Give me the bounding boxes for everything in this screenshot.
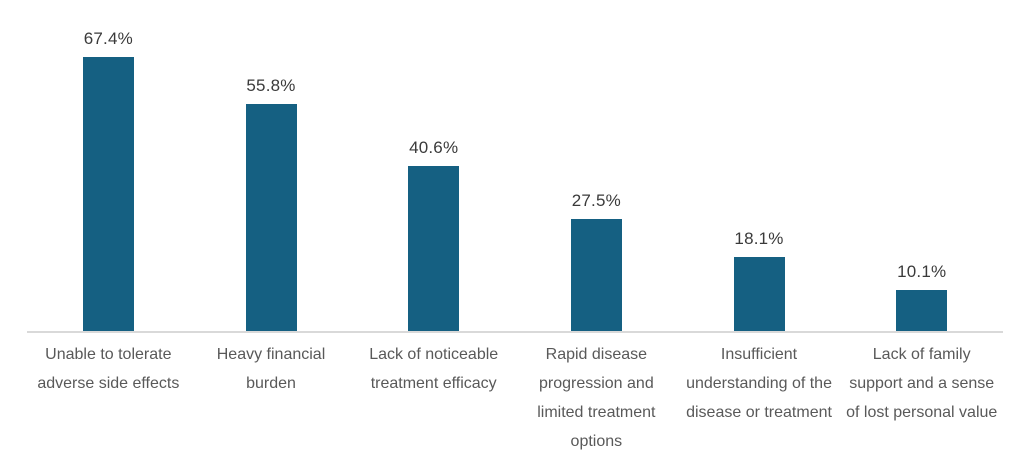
bar-column: 67.4% [27,0,190,331]
bar [245,104,297,331]
category-labels-row: Unable to tolerate adverse side effects H… [27,340,1003,456]
plot-area: 67.4% 55.8% 40.6% 27.5% 18.1% 10.1% [27,0,1003,331]
category-label: Unable to tolerate adverse side effects [37,346,180,392]
bar-value-label: 27.5% [571,191,621,210]
category-label: Lack of noticeable treatment efficacy [369,346,499,392]
bar [896,290,948,331]
category-label: Insufficient understanding of the diseas… [686,346,832,421]
bar-column: 27.5% [515,0,678,331]
category-label: Heavy financial burden [216,346,326,392]
bar-value-label: 18.1% [734,229,784,248]
bar-column: 55.8% [190,0,353,331]
bar [82,57,134,331]
bar-value-label: 67.4% [83,29,133,48]
bar [733,257,785,331]
bar-column: 10.1% [840,0,1003,331]
bar-value-label: 55.8% [246,76,296,95]
bar-value-label: 10.1% [897,262,947,281]
bar-column: 40.6% [352,0,515,331]
category-label: Rapid disease progression and limited tr… [537,346,656,450]
category-label: Lack of family support and a sense of lo… [846,346,998,421]
bar [408,166,460,331]
bar-column: 18.1% [678,0,841,331]
bar-value-label: 40.6% [409,138,459,157]
x-axis-line [27,331,1003,333]
bar [570,219,622,331]
